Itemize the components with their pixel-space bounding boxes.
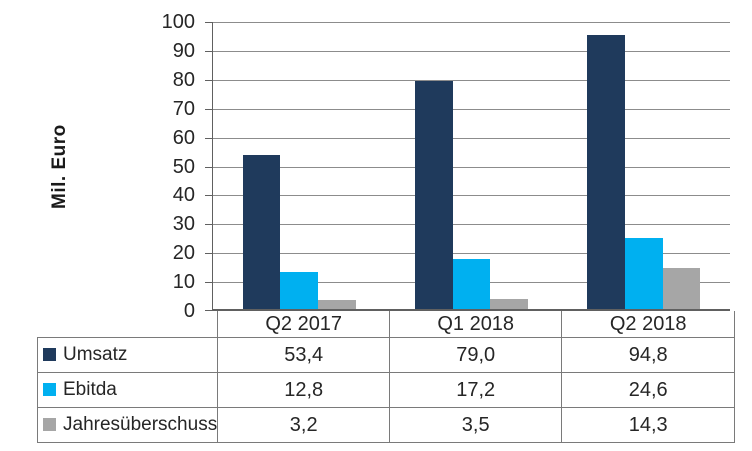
legend-swatch-icon — [43, 348, 56, 361]
y-tick-label: 80 — [172, 69, 195, 91]
table-corner-cell — [37, 311, 219, 338]
value-jahres-berschuss-q2-2017: 3,2 — [217, 407, 391, 443]
y-tick-label: 10 — [172, 271, 195, 293]
table-row-jahres-berschuss: Jahresüberschuss 3,2 3,5 14,3 — [36, 407, 736, 443]
y-tick — [205, 195, 212, 196]
table-row-umsatz: Umsatz 53,4 79,0 94,8 — [36, 337, 736, 373]
y-axis-title: Mil. Euro — [49, 124, 70, 209]
y-tick — [205, 310, 212, 311]
gridline — [213, 253, 730, 254]
y-tick — [205, 80, 212, 81]
gridline — [213, 195, 730, 196]
y-tick-label: 70 — [172, 98, 195, 120]
legend-swatch-icon — [43, 383, 56, 396]
y-tick — [205, 282, 212, 283]
gridline — [213, 109, 730, 110]
value-umsatz-q2-2018: 94,8 — [561, 337, 736, 373]
bar-jahres-berschuss-q2-2017 — [318, 299, 356, 309]
y-tick-label: 90 — [172, 40, 195, 62]
y-tick — [205, 167, 212, 168]
y-tick-label: 40 — [172, 184, 195, 206]
value-umsatz-q2-2017: 53,4 — [217, 337, 391, 373]
gridline — [213, 224, 730, 225]
value-jahres-berschuss-q1-2018: 3,5 — [389, 407, 563, 443]
legend-item-umsatz: Umsatz — [36, 337, 219, 373]
legend-item-ebitda: Ebitda — [36, 372, 219, 408]
gridline — [213, 138, 730, 139]
legend-label: Ebitda — [63, 379, 117, 400]
bar-umsatz-q2-2018 — [587, 35, 625, 309]
y-tick — [205, 109, 212, 110]
y-tick-label: 30 — [172, 213, 195, 235]
y-tick-label: 100 — [161, 11, 195, 33]
bar-ebitda-q2-2018 — [625, 237, 663, 309]
legend-label: Umsatz — [63, 344, 128, 365]
y-tick — [205, 253, 212, 254]
table-header-q1-2018: Q1 2018 — [389, 311, 563, 338]
y-tick-label: 20 — [172, 242, 195, 264]
bar-umsatz-q2-2017 — [242, 154, 281, 309]
table-row-ebitda: Ebitda 12,8 17,2 24,6 — [36, 372, 736, 408]
y-axis-line — [212, 22, 213, 311]
value-jahres-berschuss-q2-2018: 14,3 — [561, 407, 736, 443]
value-umsatz-q1-2018: 79,0 — [389, 337, 563, 373]
bar-ebitda-q2-2017 — [280, 272, 318, 309]
gridline — [213, 80, 730, 81]
bar-jahres-berschuss-q2-2018 — [662, 267, 701, 309]
table-header-row: Q2 2017 Q1 2018 Q2 2018 — [37, 311, 736, 338]
chart-data-table: Q2 2017 Q1 2018 Q2 2018 Umsatz 53,4 79,0 94,8… — [36, 311, 736, 443]
y-tick — [205, 22, 212, 23]
gridline — [213, 51, 730, 52]
bar-ebitda-q1-2018 — [452, 259, 491, 309]
gridline — [213, 22, 730, 23]
y-tick — [205, 138, 212, 139]
y-tick — [205, 224, 212, 225]
legend-item-jahres-berschuss: Jahresüberschuss — [36, 407, 219, 443]
y-tick — [205, 51, 212, 52]
gridline — [213, 167, 730, 168]
legend-label: Jahresüberschuss — [63, 414, 218, 435]
table-header-q2-2018: Q2 2018 — [561, 311, 736, 338]
value-ebitda-q1-2018: 17,2 — [389, 372, 563, 408]
table-header-q2-2017: Q2 2017 — [217, 311, 391, 338]
legend-swatch-icon — [43, 418, 56, 431]
y-tick-label: 60 — [172, 127, 195, 149]
table-body: Umsatz 53,4 79,0 94,8 Ebitda 12,8 17,2 24,6 Jahr… — [36, 337, 736, 443]
value-ebitda-q2-2017: 12,8 — [217, 372, 391, 408]
y-tick-label: 50 — [172, 156, 195, 178]
x-axis-line — [212, 309, 730, 311]
bar-umsatz-q1-2018 — [415, 80, 453, 309]
value-ebitda-q2-2018: 24,6 — [561, 372, 736, 408]
bar-jahres-berschuss-q1-2018 — [490, 298, 528, 309]
